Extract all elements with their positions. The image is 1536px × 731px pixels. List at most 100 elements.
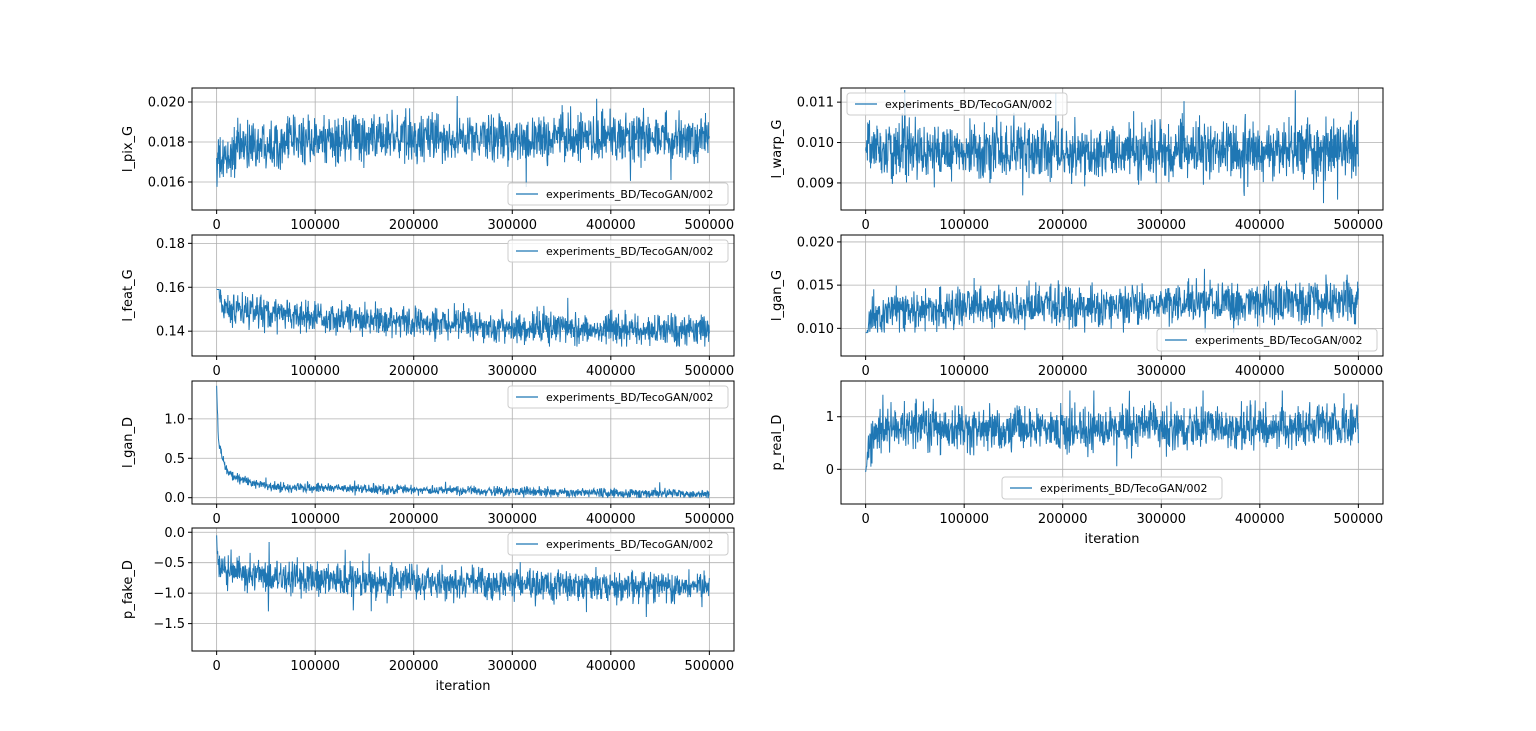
x-tick-label: 500000 — [685, 218, 735, 233]
x-tick-label: 400000 — [586, 218, 636, 233]
y-tick-label: 0.015 — [797, 279, 834, 294]
series-line — [216, 385, 710, 499]
y-tick-label: 1 — [826, 410, 834, 425]
x-tick-label: 100000 — [939, 218, 989, 233]
series-line — [216, 95, 710, 187]
x-tick-label: 100000 — [290, 218, 340, 233]
legend-label: experiments_BD/TecoGAN/002 — [885, 98, 1053, 111]
x-axis-label: iteration — [1085, 532, 1140, 547]
y-axis-label: p_fake_D — [121, 560, 136, 619]
series-line — [865, 390, 1359, 473]
y-tick-label: 0 — [826, 463, 834, 478]
x-tick-label: 200000 — [1038, 512, 1088, 527]
x-tick-label: 0 — [212, 218, 220, 233]
y-tick-label: −0.5 — [153, 556, 185, 571]
y-tick-label: 0.010 — [797, 136, 834, 151]
x-tick-label: 400000 — [1235, 364, 1285, 379]
x-axis-label: iteration — [436, 679, 491, 694]
x-tick-label: 300000 — [487, 659, 537, 674]
legend-label: experiments_BD/TecoGAN/002 — [546, 188, 714, 201]
x-tick-label: 100000 — [939, 364, 989, 379]
axes-frame — [191, 380, 735, 505]
x-tick-label: 200000 — [1038, 218, 1088, 233]
y-tick-label: −1.5 — [153, 617, 185, 632]
legend-label: experiments_BD/TecoGAN/002 — [1040, 482, 1208, 495]
y-tick-label: 0.0 — [164, 491, 185, 506]
x-tick-label: 500000 — [1334, 512, 1384, 527]
legend: experiments_BD/TecoGAN/002 — [507, 182, 729, 206]
x-tick-label: 500000 — [685, 659, 735, 674]
chart-l_pix_G: 0 100000 200000 300000 400000 500000 0.016 0.01… — [121, 87, 735, 233]
x-tick-label: 500000 — [1334, 364, 1384, 379]
legend-label: experiments_BD/TecoGAN/002 — [546, 538, 714, 551]
axes-frame — [840, 87, 1384, 211]
x-tick-label: 200000 — [389, 218, 439, 233]
legend-box — [507, 532, 729, 556]
y-tick-label: 0.16 — [156, 281, 185, 296]
y-axis-label: l_gan_G — [770, 270, 785, 321]
x-tick-label: 100000 — [290, 659, 340, 674]
x-tick-label: 400000 — [586, 512, 636, 527]
x-tick-label: 300000 — [487, 512, 537, 527]
series-line — [216, 535, 710, 618]
y-axis-label: p_real_D — [770, 415, 785, 471]
x-tick-label: 200000 — [1038, 364, 1088, 379]
axes-frame — [191, 87, 735, 211]
x-tick-label: 0 — [212, 364, 220, 379]
y-tick-label: 0.5 — [164, 452, 185, 467]
series-line — [865, 268, 1359, 334]
x-tick-label: 300000 — [1136, 512, 1186, 527]
y-axis-label: l_warp_G — [770, 120, 785, 179]
x-tick-label: 100000 — [290, 364, 340, 379]
y-tick-label: 0.016 — [148, 176, 185, 191]
y-tick-label: 0.18 — [156, 237, 185, 252]
y-tick-label: 0.0 — [164, 526, 185, 541]
axes-frame — [840, 380, 1384, 505]
y-tick-label: −1.0 — [153, 587, 185, 602]
x-tick-label: 200000 — [389, 512, 439, 527]
y-tick-label: 0.011 — [797, 96, 834, 111]
x-tick-label: 0 — [212, 512, 220, 527]
x-tick-label: 500000 — [1334, 218, 1384, 233]
x-tick-label: 400000 — [1235, 218, 1285, 233]
chart-l_gan_G: 0 100000 200000 300000 400000 500000 0.010 0.01… — [770, 234, 1384, 379]
legend: experiments_BD/TecoGAN/002 — [507, 532, 729, 556]
x-tick-label: 300000 — [1136, 364, 1186, 379]
legend: experiments_BD/TecoGAN/002 — [1001, 476, 1223, 500]
axes-frame — [191, 234, 735, 357]
legend-label: experiments_BD/TecoGAN/002 — [546, 245, 714, 258]
x-tick-label: 100000 — [939, 512, 989, 527]
legend-label: experiments_BD/TecoGAN/002 — [1195, 334, 1363, 347]
legend-box — [507, 182, 729, 206]
x-tick-label: 500000 — [685, 364, 735, 379]
legend: experiments_BD/TecoGAN/002 — [507, 239, 729, 263]
legend-box — [1156, 328, 1378, 352]
y-tick-label: 0.009 — [797, 176, 834, 191]
x-tick-label: 0 — [861, 512, 869, 527]
legend: experiments_BD/TecoGAN/002 — [846, 92, 1068, 116]
axes-frame — [840, 234, 1384, 357]
axes-frame — [191, 527, 735, 652]
y-tick-label: 0.018 — [148, 136, 185, 151]
x-tick-label: 400000 — [1235, 512, 1285, 527]
chart-p_real_D: 0 100000 200000 300000 400000 500000 0 1 p_real_… — [770, 380, 1384, 547]
legend-box — [507, 239, 729, 263]
series-line — [865, 90, 1359, 204]
x-tick-label: 500000 — [685, 512, 735, 527]
legend-label: experiments_BD/TecoGAN/002 — [546, 391, 714, 404]
chart-l_gan_D: 0 100000 200000 300000 400000 500000 0.0 0.5 1.0… — [121, 380, 735, 527]
y-tick-label: 0.14 — [156, 325, 185, 340]
legend-box — [1001, 476, 1223, 500]
y-axis-label: l_gan_D — [121, 417, 136, 468]
legend-box — [846, 92, 1068, 116]
y-tick-label: 0.020 — [797, 235, 834, 250]
chart-l_feat_G: 0 100000 200000 300000 400000 500000 0.14 0.16 0… — [121, 234, 735, 379]
x-tick-label: 200000 — [389, 364, 439, 379]
legend: experiments_BD/TecoGAN/002 — [507, 385, 729, 409]
charts-root: 0 100000 200000 300000 400000 5000000.0160.01… — [121, 87, 1384, 694]
legend-box — [507, 385, 729, 409]
x-tick-label: 0 — [861, 218, 869, 233]
x-tick-label: 300000 — [487, 364, 537, 379]
